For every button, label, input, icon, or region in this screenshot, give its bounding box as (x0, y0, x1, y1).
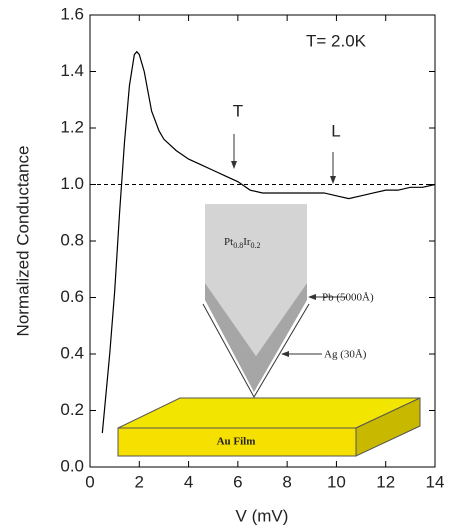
y-tick-label: 1.6 (60, 4, 84, 23)
y-tick-label: 0.2 (60, 400, 84, 419)
ag-label: Ag (30Å) (324, 349, 367, 361)
film-side (355, 397, 421, 457)
pb-label: Pb (5000Å) (322, 292, 374, 304)
annotation: T (233, 101, 243, 120)
x-tick-label: 14 (426, 472, 445, 491)
inset-diagram: Pt0.8Ir0.2 Pb (5000Å) Ag (30Å) Au Film (117, 204, 421, 457)
pb-layer (205, 283, 307, 392)
x-tick-label: 4 (184, 472, 193, 491)
ag-layer (202, 303, 310, 399)
x-tick-label: 6 (233, 472, 242, 491)
x-tick-label: 12 (376, 472, 395, 491)
annotation: L (331, 121, 340, 140)
film-label: Au Film (217, 436, 256, 448)
x-axis-label: V (mV) (236, 506, 289, 525)
y-axis-label: Normalized Conductance (13, 146, 32, 337)
y-tick-label: 0.6 (60, 287, 84, 306)
tip-body (205, 204, 307, 356)
y-tick-label: 0.8 (60, 230, 84, 249)
x-tick-label: 8 (282, 472, 291, 491)
y-tick-label: 1.4 (60, 61, 84, 80)
y-tick-label: 0.0 (60, 456, 84, 475)
tip-label: Pt0.8Ir0.2 (224, 236, 261, 250)
y-tick-label: 1.2 (60, 117, 84, 136)
data-line (101, 50, 436, 434)
y-tick-label: 0.4 (60, 343, 84, 362)
annotation: T= 2.0K (306, 31, 367, 50)
x-tick-label: 10 (327, 472, 346, 491)
x-tick-label: 0 (85, 472, 94, 491)
y-tick-label: 1.0 (60, 174, 84, 193)
x-tick-label: 2 (135, 472, 144, 491)
